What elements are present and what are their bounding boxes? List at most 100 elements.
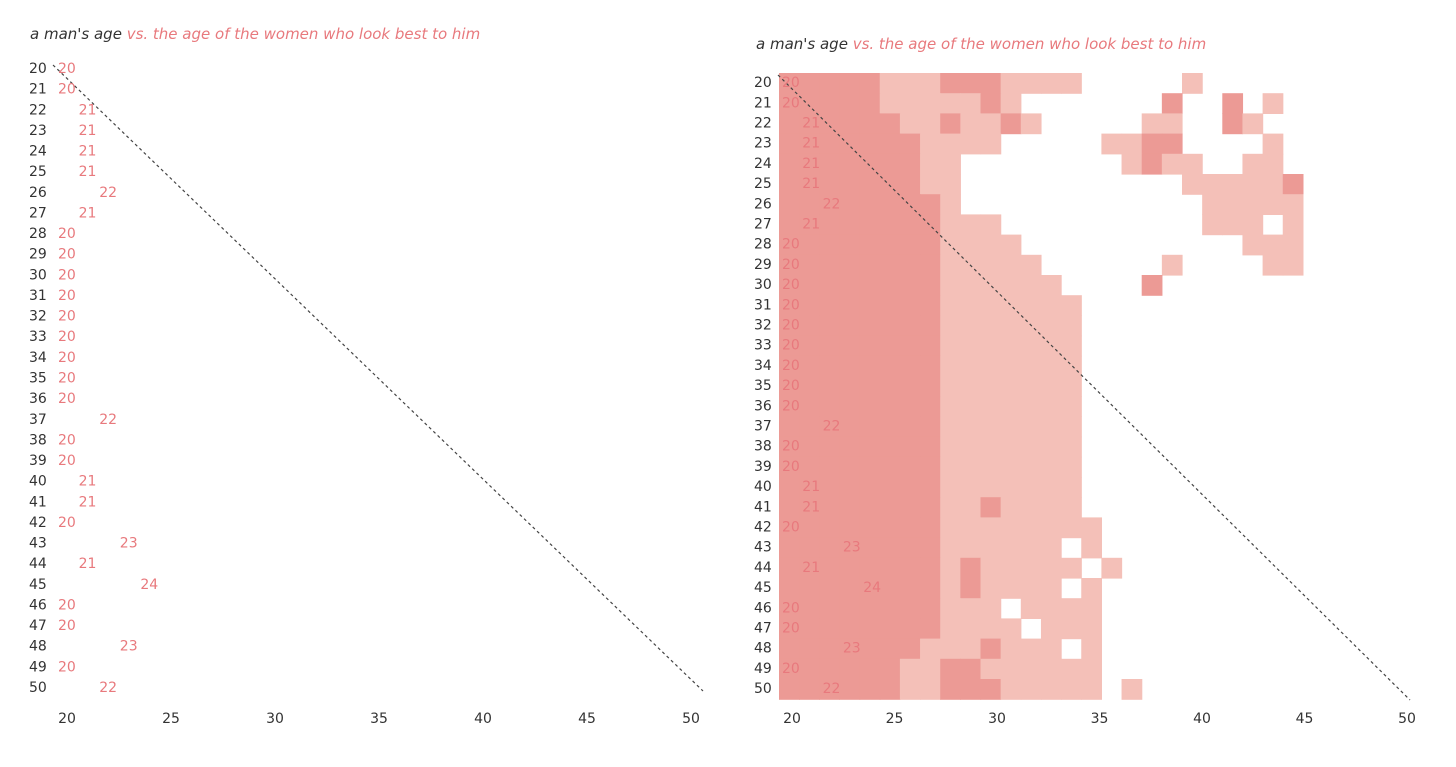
heatmap-cell bbox=[1182, 174, 1203, 195]
data-label: 20 bbox=[782, 459, 800, 475]
x-tick-label: 45 bbox=[578, 711, 596, 727]
y-tick-label: 26 bbox=[29, 185, 47, 201]
heatmap-cell bbox=[899, 638, 921, 660]
heatmap-cell bbox=[839, 537, 861, 559]
heatmap-cell bbox=[879, 335, 901, 357]
heatmap-cell bbox=[779, 73, 800, 94]
heatmap-cell bbox=[960, 456, 982, 478]
y-tick-label: 37 bbox=[29, 412, 47, 428]
heatmap-cell bbox=[1282, 174, 1304, 195]
heatmap-cell bbox=[899, 174, 921, 195]
data-label: 20 bbox=[782, 439, 800, 455]
heatmap-cell bbox=[799, 497, 820, 518]
heatmap-cell bbox=[960, 658, 982, 680]
heatmap-cell bbox=[980, 578, 1002, 599]
data-label: 21 bbox=[802, 560, 820, 576]
data-label: 20 bbox=[782, 398, 800, 414]
heatmap-cell bbox=[879, 113, 901, 135]
heatmap-cell bbox=[1000, 537, 1022, 559]
heatmap-cell bbox=[980, 537, 1002, 559]
y-tick-label: 44 bbox=[754, 560, 772, 576]
heatmap-cell bbox=[1081, 638, 1102, 660]
heatmap-cell bbox=[1262, 93, 1284, 114]
data-label: 24 bbox=[863, 580, 881, 596]
x-tick-label: 30 bbox=[266, 711, 284, 727]
heatmap-cell bbox=[819, 234, 841, 256]
heatmap-cell bbox=[799, 618, 820, 640]
chart-panel-left: a man's age vs. the age of the women who… bbox=[0, 0, 720, 767]
heatmap-cell bbox=[879, 315, 901, 337]
x-tick-label: 20 bbox=[783, 711, 801, 727]
heatmap-cell bbox=[1061, 497, 1082, 518]
heatmap-cell bbox=[899, 153, 921, 175]
heatmap-cell bbox=[859, 638, 881, 660]
heatmap-cell bbox=[779, 578, 800, 599]
heatmap-cell bbox=[1222, 194, 1244, 215]
heatmap-cell bbox=[859, 214, 881, 236]
heatmap-cell bbox=[1081, 578, 1102, 599]
y-tick-label: 40 bbox=[754, 479, 772, 495]
y-tick-label: 24 bbox=[754, 156, 772, 172]
heatmap-cell bbox=[920, 73, 941, 94]
heatmap-cell bbox=[1040, 275, 1062, 296]
chart-title-prefix: a man's age bbox=[756, 35, 848, 53]
y-tick-label: 23 bbox=[754, 136, 772, 152]
heatmap-cell bbox=[859, 234, 881, 256]
heatmap-cell bbox=[960, 355, 982, 377]
heatmap-cell bbox=[960, 638, 982, 660]
y-tick-label: 35 bbox=[754, 378, 772, 394]
heatmap-cell bbox=[879, 133, 901, 155]
heatmap-cell bbox=[1040, 416, 1062, 438]
heatmap-cell bbox=[1040, 557, 1062, 579]
data-label: 21 bbox=[79, 494, 97, 510]
heatmap-cell bbox=[799, 234, 820, 256]
heatmap-cell bbox=[839, 133, 861, 155]
heatmap-cell bbox=[819, 254, 841, 276]
data-label: 22 bbox=[99, 185, 117, 201]
data-label: 21 bbox=[802, 116, 820, 132]
heatmap-cell bbox=[980, 113, 1002, 135]
heatmap-cell bbox=[899, 315, 921, 337]
heatmap-cell bbox=[879, 658, 901, 680]
heatmap-cell bbox=[779, 517, 800, 539]
chart-title-right: a man's age vs. the age of the women who… bbox=[756, 35, 1206, 53]
data-label: 20 bbox=[58, 82, 76, 98]
heatmap-cell bbox=[1000, 254, 1022, 276]
heatmap-cell bbox=[1262, 234, 1284, 256]
heatmap-cell bbox=[819, 275, 841, 296]
heatmap-cell bbox=[799, 194, 820, 215]
heatmap-cell bbox=[920, 416, 941, 438]
heatmap-cell bbox=[1000, 578, 1022, 599]
heatmap-cell bbox=[819, 376, 841, 397]
data-label: 22 bbox=[99, 412, 117, 428]
heatmap-cell bbox=[859, 194, 881, 215]
heatmap-cell bbox=[1141, 153, 1163, 175]
heatmap-cell bbox=[779, 133, 800, 155]
heatmap-cell bbox=[899, 477, 921, 498]
heatmap-cell bbox=[799, 335, 820, 357]
heatmap-cell bbox=[859, 456, 881, 478]
data-label: 22 bbox=[823, 196, 841, 212]
heatmap-cell bbox=[879, 73, 901, 94]
heatmap-cell bbox=[819, 658, 841, 680]
y-tick-label: 31 bbox=[29, 288, 47, 304]
heatmap-cell bbox=[899, 73, 921, 94]
heatmap-cell bbox=[1000, 335, 1022, 357]
heatmap-cell bbox=[920, 275, 941, 296]
heatmap-cell bbox=[779, 537, 800, 559]
heatmap-cell bbox=[839, 396, 861, 417]
heatmap-cell bbox=[1000, 517, 1022, 539]
heatmap-cell bbox=[980, 497, 1002, 518]
heatmap-cell bbox=[1121, 679, 1143, 700]
heatmap-cell bbox=[940, 658, 961, 680]
heatmap-cell bbox=[940, 456, 961, 478]
heatmap-cell bbox=[839, 214, 861, 236]
heatmap-cell bbox=[799, 113, 820, 135]
heatmap-cell bbox=[859, 517, 881, 539]
heatmap-cell bbox=[799, 477, 820, 498]
heatmap-cell bbox=[899, 355, 921, 377]
heatmap-cell bbox=[1242, 153, 1264, 175]
chart-title-rest: vs. the age of the women who look best t… bbox=[847, 35, 1207, 53]
x-tick-label: 40 bbox=[1193, 711, 1211, 727]
heatmap-cell bbox=[1040, 436, 1062, 458]
